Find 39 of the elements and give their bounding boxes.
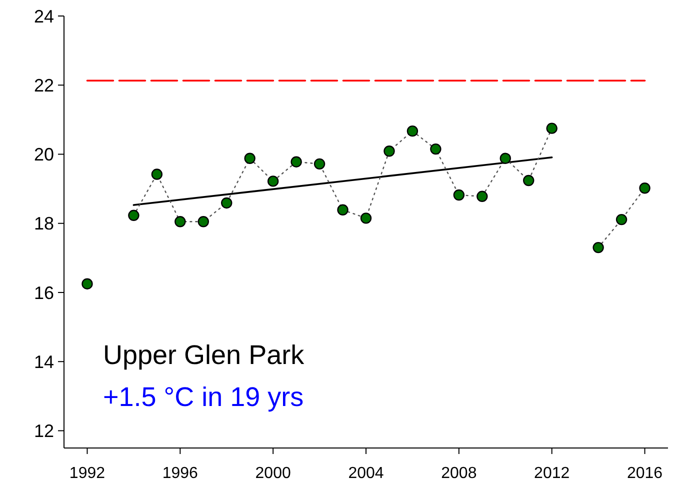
- point: [639, 182, 650, 194]
- y-tick-label: 20: [34, 144, 54, 165]
- point: [314, 158, 326, 170]
- point: [406, 125, 418, 137]
- y-tick-label: 18: [34, 214, 54, 234]
- point: [523, 174, 534, 186]
- point: [337, 204, 348, 216]
- point: [384, 146, 395, 157]
- point: [616, 214, 628, 226]
- point: [244, 152, 256, 164]
- point: [453, 189, 465, 201]
- y-tick-label: 24: [34, 6, 54, 26]
- x-tick-label: 2000: [255, 465, 291, 482]
- y-tick-label: 14: [34, 352, 54, 372]
- x-tick-label: 2004: [348, 465, 384, 482]
- point: [476, 190, 488, 202]
- point: [221, 197, 232, 209]
- x-tick-label: 1996: [162, 465, 198, 482]
- y-tick-label: 16: [34, 282, 54, 303]
- y-tick-label: 12: [34, 421, 54, 442]
- point: [592, 242, 604, 254]
- point: [174, 216, 186, 228]
- point: [430, 143, 442, 155]
- x-tick-label: 1992: [69, 465, 106, 482]
- point: [267, 176, 279, 187]
- annotation: Upper Glen Park: [103, 340, 305, 370]
- point: [290, 156, 302, 168]
- y-tick-label: 22: [34, 75, 54, 96]
- annotation: +1.5 °C in 19 yrs: [103, 382, 304, 412]
- x-tick-label: 2016: [626, 465, 663, 482]
- point: [546, 122, 558, 134]
- x-tick-label: 2012: [534, 465, 570, 482]
- point: [128, 210, 140, 222]
- x-tick-label: 2008: [441, 465, 477, 482]
- point: [500, 152, 511, 164]
- point: [360, 212, 372, 224]
- point: [198, 216, 209, 228]
- point: [82, 278, 93, 290]
- point: [151, 168, 163, 180]
